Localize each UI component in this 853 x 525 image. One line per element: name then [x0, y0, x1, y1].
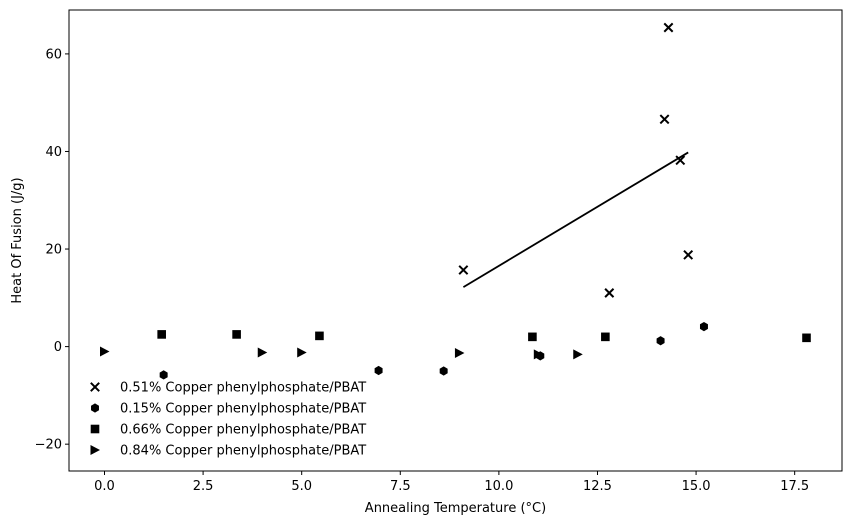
data-point: [374, 365, 383, 376]
legend-entry: 0.15% Copper phenylphosphate/PBAT: [91, 402, 366, 417]
legend-marker: [91, 403, 99, 413]
legend-label: 0.84% Copper phenylphosphate/PBAT: [120, 444, 366, 459]
data-point: [659, 114, 670, 125]
x-axis: 0.0 2.5 5.0 7.5 10.0 12.5 15.0 17.5: [94, 471, 809, 494]
data-point: [232, 330, 241, 339]
data-point: [528, 332, 537, 342]
legend-marker: [90, 424, 100, 434]
y-tick-label: 40: [45, 145, 62, 160]
x-tick-label: 10.0: [484, 479, 513, 494]
data-point: [604, 288, 615, 298]
legend-label: 0.66% Copper phenylphosphate/PBAT: [120, 423, 366, 438]
data-point: [683, 249, 694, 260]
data-point: [802, 333, 811, 343]
x-tick-label: 12.5: [583, 479, 612, 494]
data-point: [297, 347, 307, 358]
x-tick-label: 15.0: [682, 479, 711, 494]
x-tick-label: 2.5: [193, 479, 214, 494]
legend-entry: 0.51% Copper phenylphosphate/PBAT: [90, 381, 366, 396]
data-point: [458, 265, 469, 275]
data-point: [454, 347, 465, 358]
data-point: [439, 366, 448, 376]
trend-line: [462, 151, 689, 288]
legend-label: 0.51% Copper phenylphosphate/PBAT: [120, 381, 366, 396]
data-point: [159, 370, 168, 380]
axes-frame: [68, 9, 843, 472]
series-2: [157, 330, 811, 343]
x-tick-label: 0.0: [94, 479, 115, 494]
series-0: [458, 22, 694, 298]
y-axis-label: Heat Of Fusion (J/g): [10, 177, 25, 303]
legend: 0.51% Copper phenylphosphate/PBAT 0.15% C…: [90, 381, 366, 459]
x-axis-label: Annealing Temperature (°C): [365, 501, 546, 516]
series-3: [99, 346, 583, 360]
data-point: [675, 155, 686, 166]
data-point: [257, 347, 268, 358]
y-tick-label: 60: [45, 47, 62, 62]
x-tick-label: 7.5: [390, 479, 411, 494]
y-axis: −20 0 20 40 60: [35, 47, 69, 453]
y-tick-label: 0: [54, 340, 62, 355]
legend-label: 0.15% Copper phenylphosphate/PBAT: [120, 402, 366, 417]
data-point: [315, 331, 324, 341]
x-tick-label: 5.0: [291, 479, 312, 494]
legend-marker: [90, 382, 100, 392]
legend-entry: 0.84% Copper phenylphosphate/PBAT: [90, 444, 366, 459]
data-point: [656, 336, 665, 346]
series-1: [159, 322, 708, 380]
x-tick-label: 17.5: [780, 479, 809, 494]
data-point: [533, 349, 544, 360]
legend-entry: 0.66% Copper phenylphosphate/PBAT: [90, 423, 366, 438]
y-tick-label: 20: [45, 243, 62, 258]
data-point: [663, 22, 674, 33]
y-tick-label: −20: [35, 438, 62, 453]
data-point: [601, 332, 610, 342]
plot-area: [68, 9, 843, 472]
data-point: [157, 330, 166, 339]
data-point: [699, 322, 708, 332]
data-point: [99, 346, 110, 357]
legend-marker: [90, 445, 100, 455]
data-point: [573, 349, 583, 360]
